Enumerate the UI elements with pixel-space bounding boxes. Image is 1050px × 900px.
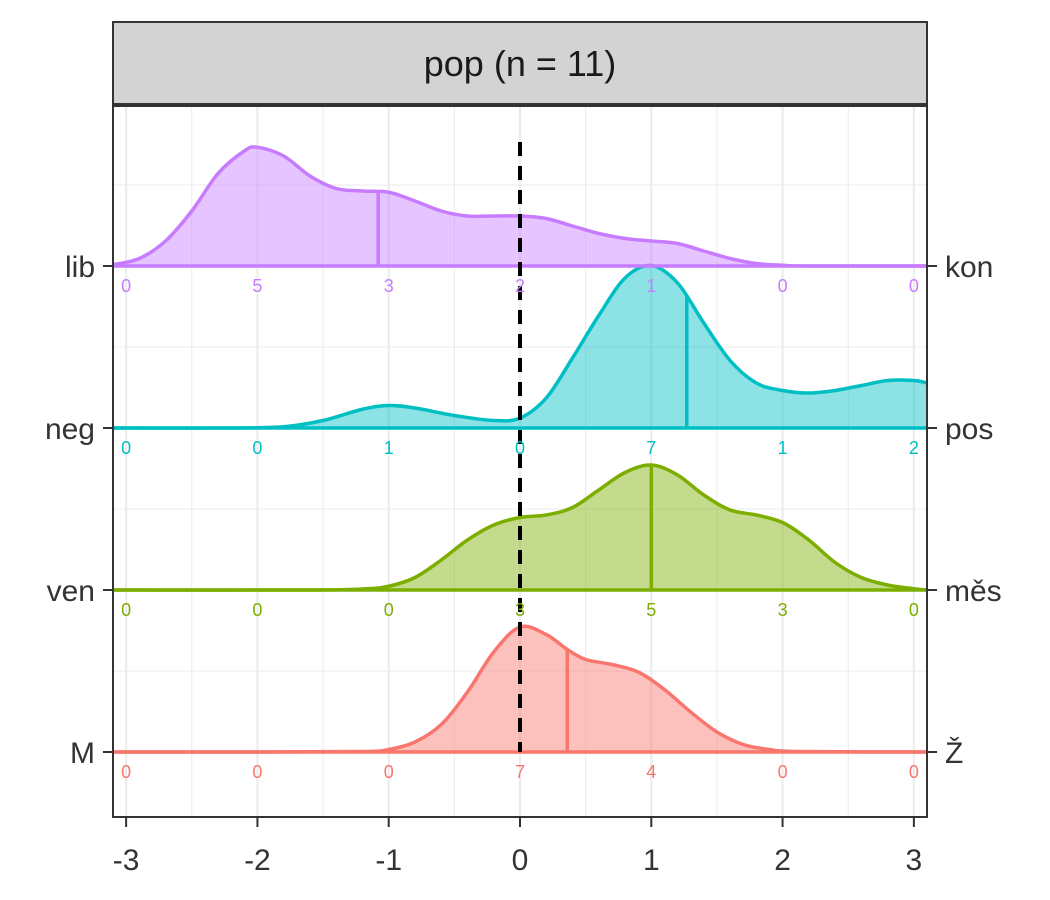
x-tick-label-3: 0 xyxy=(512,844,529,877)
density-line-lib xyxy=(112,145,928,268)
count-label-M-6: 0 xyxy=(909,762,919,782)
count-label-M-4: 4 xyxy=(646,762,656,782)
count-label-lib-3: 2 xyxy=(515,276,525,296)
density-line-ven xyxy=(112,463,928,592)
count-label-ven-5: 3 xyxy=(778,600,788,620)
count-label-M-1: 0 xyxy=(252,762,262,782)
y-right-label-neg: pos xyxy=(945,413,993,446)
count-label-lib-4: 1 xyxy=(646,276,656,296)
count-label-neg-5: 1 xyxy=(778,438,788,458)
count-label-lib-6: 0 xyxy=(909,276,919,296)
count-label-ven-1: 0 xyxy=(252,600,262,620)
facet-title: pop (n = 11) xyxy=(424,43,616,84)
count-label-neg-3: 0 xyxy=(515,438,525,458)
density-area-neg xyxy=(113,265,927,429)
y-left-label-ven: ven xyxy=(47,575,95,608)
count-label-lib-1: 5 xyxy=(252,276,262,296)
x-tick-label-6: 3 xyxy=(906,844,923,877)
x-tick-label-4: 1 xyxy=(643,844,660,877)
count-label-M-3: 7 xyxy=(515,762,525,782)
count-label-lib-2: 3 xyxy=(384,276,394,296)
y-left-label-neg: neg xyxy=(45,413,95,446)
count-label-ven-0: 0 xyxy=(121,600,131,620)
y-right-label-M: Ž xyxy=(945,737,963,770)
count-label-ven-4: 5 xyxy=(646,600,656,620)
y-right-label-ven: měs xyxy=(945,575,1002,608)
count-label-M-0: 0 xyxy=(121,762,131,782)
count-label-lib-5: 0 xyxy=(778,276,788,296)
count-labels: 0 0 0 7 4 0 0 0 0 0 3 5 3 0 0 0 1 0 7 1 2 0 5 3 2 1 0 0 xyxy=(121,276,919,782)
count-label-lib-0: 0 xyxy=(121,276,131,296)
count-label-ven-6: 0 xyxy=(909,600,919,620)
count-label-neg-2: 1 xyxy=(384,438,394,458)
y-right-label-lib: kon xyxy=(945,251,993,284)
count-label-neg-1: 0 xyxy=(252,438,262,458)
x-tick-label-1: -2 xyxy=(244,844,271,877)
y-left-label-M: M xyxy=(70,737,95,770)
count-label-neg-4: 7 xyxy=(646,438,656,458)
x-tick-label-2: -1 xyxy=(375,844,402,877)
density-area-M xyxy=(113,626,927,753)
count-label-ven-2: 0 xyxy=(384,600,394,620)
count-label-M-2: 0 xyxy=(384,762,394,782)
count-label-neg-6: 2 xyxy=(909,438,919,458)
x-tick-label-0: -3 xyxy=(113,844,140,877)
facet-strip xyxy=(112,21,928,105)
count-label-ven-3: 3 xyxy=(515,600,525,620)
y-left-label-lib: lib xyxy=(65,251,95,284)
density-area-lib xyxy=(113,146,927,267)
count-label-neg-0: 0 xyxy=(121,438,131,458)
x-tick-label-5: 2 xyxy=(774,844,791,877)
count-label-M-5: 0 xyxy=(778,762,788,782)
density-line-neg xyxy=(112,263,928,430)
